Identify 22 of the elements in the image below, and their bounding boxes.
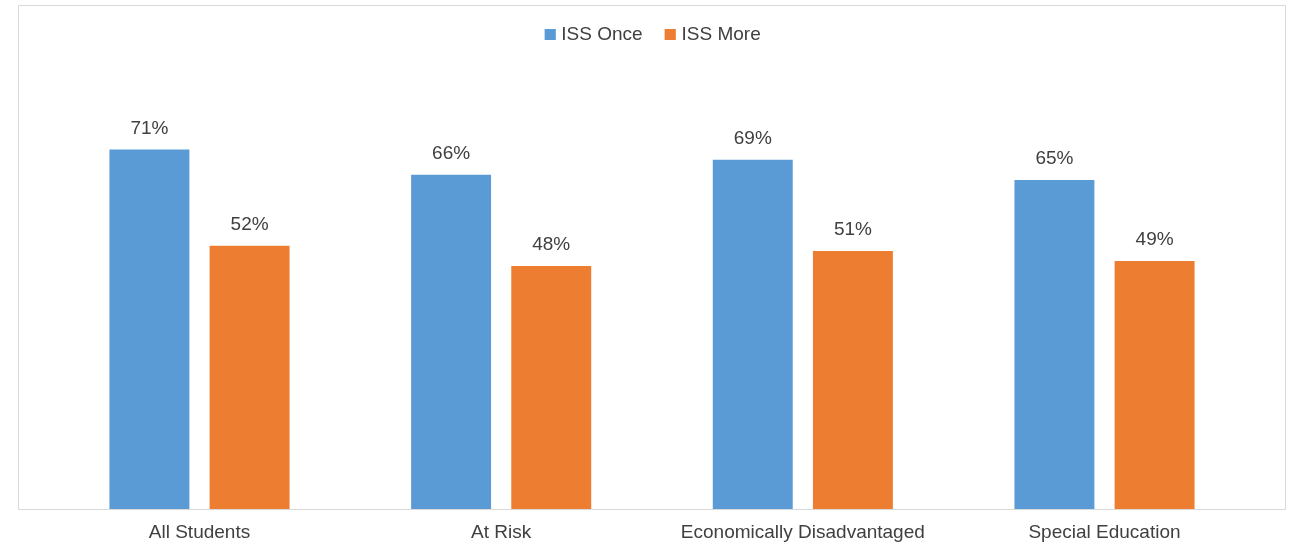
bar: [812, 250, 893, 510]
data-label: 51%: [833, 217, 873, 239]
data-label: 71%: [130, 116, 169, 138]
bar: [1114, 261, 1195, 510]
legend-label: ISS More: [681, 23, 761, 45]
bar: [712, 159, 793, 510]
x-tick-label: All Students: [148, 520, 251, 542]
data-label: 52%: [230, 212, 269, 234]
legend-label: ISS Once: [561, 23, 643, 45]
data-label: 69%: [733, 126, 772, 148]
bar: [1014, 179, 1095, 510]
x-tick-label: At Risk: [471, 520, 532, 542]
data-label: 65%: [1035, 146, 1074, 168]
bar: [511, 266, 592, 510]
data-label: 48%: [532, 233, 571, 255]
data-label: 66%: [432, 141, 471, 163]
bar: [209, 245, 290, 510]
x-tick-label: Economically Disadvantaged: [680, 520, 925, 542]
bar: [109, 149, 190, 510]
bar: [411, 174, 492, 510]
x-tick-label: Special Education: [1028, 520, 1181, 542]
data-label: 49%: [1135, 228, 1174, 250]
